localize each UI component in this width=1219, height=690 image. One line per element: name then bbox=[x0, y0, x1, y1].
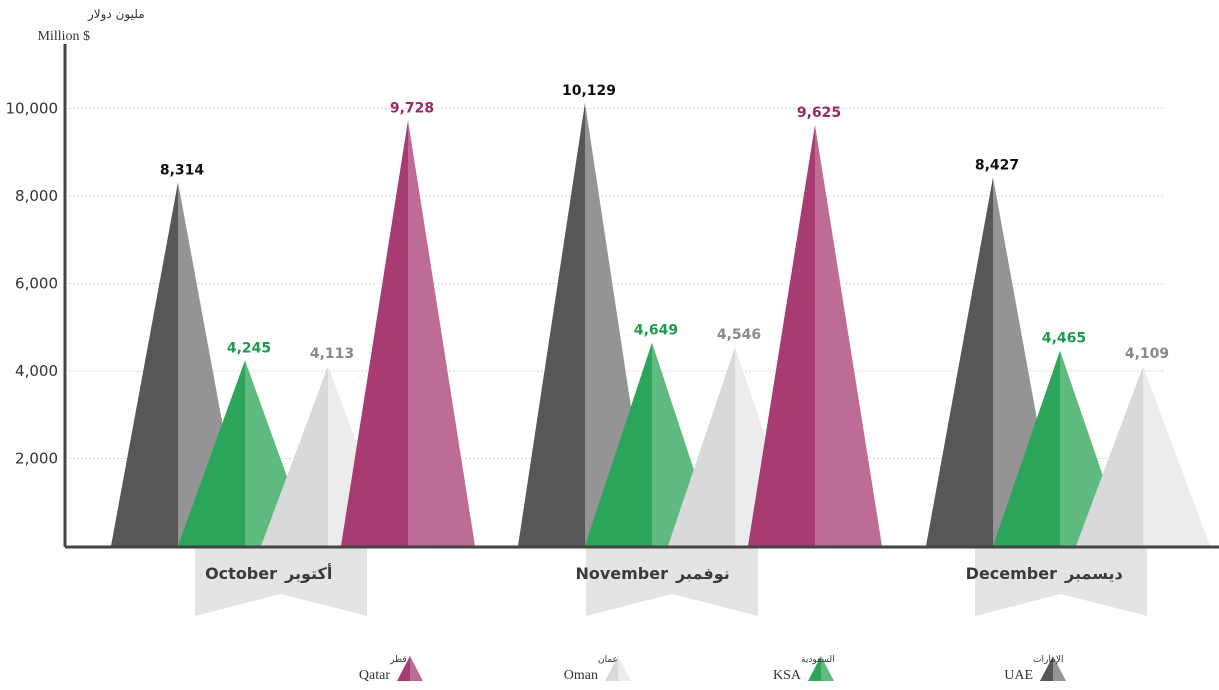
month-tab-november bbox=[586, 548, 758, 616]
legend-item-ksa: السعودية KSA bbox=[773, 655, 835, 683]
y-tick-label: 4,000 bbox=[15, 362, 58, 380]
legend-label-en: UAE bbox=[1004, 668, 1033, 683]
bar-left-face bbox=[668, 347, 735, 546]
bar-left-face bbox=[341, 120, 408, 547]
bar-right-face bbox=[1143, 366, 1210, 546]
data-label: 9,728 bbox=[390, 100, 434, 116]
legend-swatch bbox=[605, 656, 618, 681]
legend-label-en: Qatar bbox=[359, 668, 390, 683]
legend-swatch bbox=[808, 656, 821, 681]
legend-swatch bbox=[821, 656, 834, 681]
data-label: 4,245 bbox=[227, 340, 271, 356]
bar-ksa-november bbox=[585, 342, 719, 546]
bar-left-face bbox=[993, 350, 1060, 546]
legend-item-qatar: قطر Qatar bbox=[359, 655, 423, 683]
legend-swatch bbox=[397, 656, 410, 681]
data-label: 4,546 bbox=[717, 327, 761, 343]
bar-right-face bbox=[652, 342, 719, 546]
bar-left-face bbox=[1076, 366, 1143, 546]
bar-left-face bbox=[748, 124, 815, 546]
y-tick-label: 2,000 bbox=[15, 450, 58, 468]
legend-label-ar: قطر bbox=[389, 655, 407, 665]
bar-left-face bbox=[261, 366, 328, 546]
y-tick-label: 8,000 bbox=[15, 187, 58, 205]
data-label: 4,649 bbox=[634, 323, 678, 339]
month-tab-october bbox=[195, 548, 367, 616]
bar-left-face bbox=[518, 102, 585, 546]
data-label: 4,109 bbox=[1125, 346, 1169, 362]
legend-swatch bbox=[618, 656, 631, 681]
bar-qatar-october bbox=[341, 120, 475, 547]
bar-right-face bbox=[408, 120, 475, 547]
month-label-ar: أكتوبر bbox=[284, 563, 332, 583]
month-label-ar: ديسمبر bbox=[1064, 564, 1123, 583]
legend-label-ar: عمان bbox=[598, 655, 618, 665]
legend-swatch bbox=[1040, 656, 1053, 681]
legend-swatch bbox=[1053, 656, 1066, 681]
data-label: 4,113 bbox=[310, 346, 354, 362]
bar-right-face bbox=[815, 124, 882, 546]
data-label: 9,625 bbox=[797, 105, 841, 121]
data-label: 10,129 bbox=[562, 83, 616, 99]
bar-left-face bbox=[111, 182, 178, 546]
data-label: 4,465 bbox=[1042, 331, 1086, 347]
month-label-en: December bbox=[966, 564, 1057, 583]
month-label-en: November bbox=[575, 564, 668, 583]
y-tick-label: 10,000 bbox=[6, 100, 59, 118]
month-label-en: October bbox=[205, 564, 277, 583]
bar-qatar-november bbox=[748, 124, 882, 546]
month-label-ar: نوفمبر bbox=[675, 564, 730, 583]
bar-left-face bbox=[178, 360, 245, 546]
data-label: 8,427 bbox=[975, 157, 1019, 173]
bar-oman-december bbox=[1076, 366, 1210, 546]
legend-label-en: Oman bbox=[564, 668, 598, 683]
legend-label-en: KSA bbox=[773, 668, 802, 683]
bar-left-face bbox=[926, 177, 993, 546]
y-unit-label-en: Million $ bbox=[37, 29, 90, 44]
legend-label-ar: الإمارات bbox=[1033, 655, 1064, 665]
y-tick-label: 6,000 bbox=[15, 275, 58, 293]
data-label: 8,314 bbox=[160, 162, 205, 178]
month-tab-december bbox=[975, 548, 1147, 616]
legend-swatch bbox=[410, 656, 423, 681]
y-unit-label-ar: مليون دولار bbox=[87, 7, 145, 22]
legend-label-ar: السعودية bbox=[801, 655, 835, 665]
bar-left-face bbox=[585, 342, 652, 546]
